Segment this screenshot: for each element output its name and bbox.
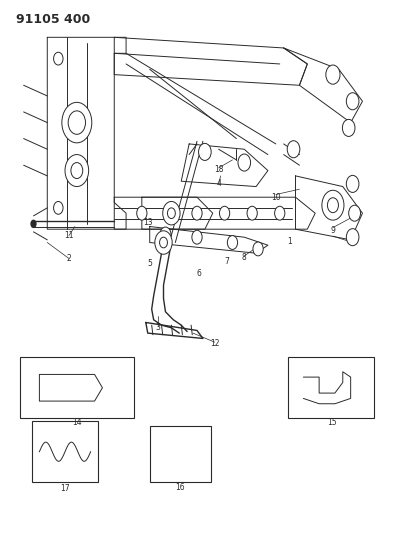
Text: 10: 10 bbox=[271, 193, 281, 201]
Circle shape bbox=[160, 227, 171, 242]
Text: 11: 11 bbox=[64, 231, 74, 240]
Circle shape bbox=[155, 231, 172, 254]
Circle shape bbox=[167, 208, 175, 219]
Circle shape bbox=[287, 141, 300, 158]
Circle shape bbox=[247, 206, 257, 220]
Circle shape bbox=[54, 201, 63, 214]
Text: 9: 9 bbox=[331, 227, 335, 235]
Circle shape bbox=[238, 154, 251, 171]
Circle shape bbox=[30, 220, 37, 228]
Circle shape bbox=[275, 206, 285, 220]
Circle shape bbox=[192, 230, 202, 244]
Text: 12: 12 bbox=[210, 340, 219, 348]
Circle shape bbox=[68, 111, 85, 134]
Circle shape bbox=[62, 102, 92, 143]
Circle shape bbox=[346, 229, 359, 246]
Circle shape bbox=[164, 206, 175, 220]
Circle shape bbox=[192, 206, 202, 220]
Circle shape bbox=[346, 175, 359, 192]
Bar bbox=[150, 426, 211, 482]
Circle shape bbox=[65, 155, 89, 187]
Text: 5: 5 bbox=[147, 260, 152, 268]
Text: 2: 2 bbox=[67, 254, 71, 263]
Circle shape bbox=[199, 143, 211, 160]
Text: 18: 18 bbox=[214, 165, 223, 174]
Circle shape bbox=[349, 205, 361, 221]
Bar bbox=[288, 357, 374, 418]
Circle shape bbox=[326, 65, 340, 84]
Circle shape bbox=[54, 52, 63, 65]
Bar bbox=[32, 421, 98, 482]
Text: 13: 13 bbox=[143, 219, 152, 227]
Text: 14: 14 bbox=[72, 418, 82, 427]
Circle shape bbox=[160, 237, 167, 248]
Circle shape bbox=[227, 236, 238, 249]
Text: 91105 400: 91105 400 bbox=[16, 13, 90, 26]
Circle shape bbox=[219, 206, 230, 220]
Circle shape bbox=[253, 242, 263, 256]
Bar bbox=[20, 357, 134, 418]
Text: 16: 16 bbox=[175, 483, 185, 492]
Circle shape bbox=[175, 448, 185, 462]
Text: 15: 15 bbox=[327, 418, 336, 427]
Circle shape bbox=[342, 119, 355, 136]
Circle shape bbox=[318, 382, 328, 394]
Circle shape bbox=[71, 163, 83, 179]
Text: 1: 1 bbox=[287, 237, 292, 246]
Text: 8: 8 bbox=[242, 253, 247, 262]
Text: 4: 4 bbox=[216, 180, 221, 188]
Circle shape bbox=[169, 439, 191, 470]
Circle shape bbox=[137, 206, 147, 220]
Circle shape bbox=[346, 93, 359, 110]
Text: 3: 3 bbox=[155, 324, 160, 332]
Circle shape bbox=[163, 201, 180, 225]
Text: 7: 7 bbox=[224, 257, 229, 265]
Circle shape bbox=[327, 198, 338, 213]
Circle shape bbox=[322, 190, 344, 220]
Text: 6: 6 bbox=[197, 269, 201, 278]
Text: 17: 17 bbox=[60, 484, 70, 493]
